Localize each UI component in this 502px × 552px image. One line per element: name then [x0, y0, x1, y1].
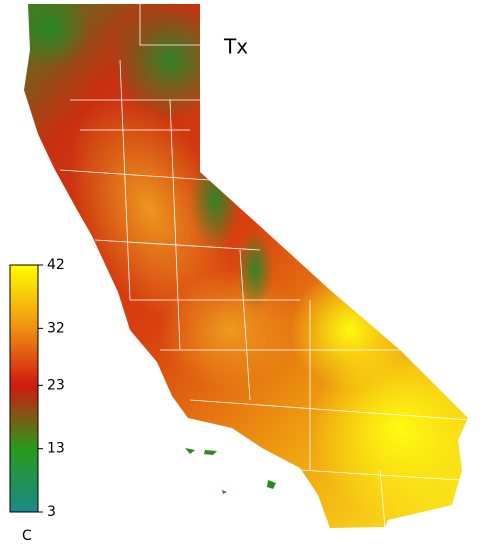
- colorbar-tick-label: 32: [47, 320, 65, 336]
- colorbar-tick-label: 23: [47, 377, 65, 393]
- colorbar-tick-label: 3: [47, 504, 56, 520]
- islands: [185, 448, 276, 494]
- map-title: Tx: [223, 35, 248, 59]
- colorbar-tick-label: 42: [47, 257, 65, 273]
- colorbar-ramp: [9, 264, 39, 513]
- colorbar-unit: C: [22, 528, 32, 544]
- colorbar: 3 13 23 32 42: [9, 257, 65, 520]
- colorbar-tick-label: 13: [47, 441, 65, 457]
